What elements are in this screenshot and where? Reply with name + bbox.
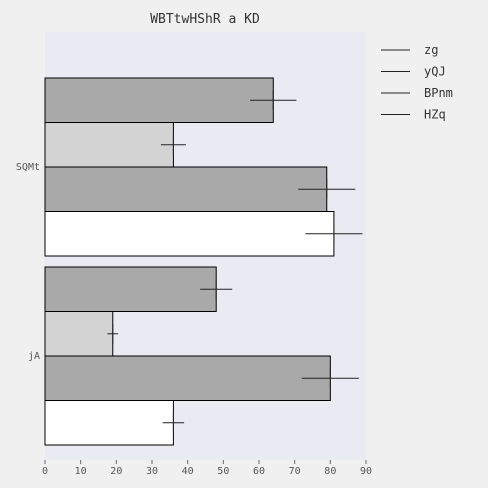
x-tick-label: 30 — [146, 466, 158, 477]
legend-label-HZq: HZq — [424, 108, 446, 122]
bar-HZq-SQMt — [44, 211, 335, 257]
legend: zg yQJ BPnm HZq — [381, 43, 453, 122]
x-tick-label: 70 — [289, 466, 301, 477]
y-axis: SQMt jA — [16, 162, 40, 362]
x-tick-label: 40 — [182, 466, 194, 477]
x-tick-label: 60 — [253, 466, 265, 477]
bar-yQJ-jA — [44, 311, 114, 357]
chart-title: WBTtwHShR a KD — [150, 12, 260, 27]
bar-yQJ-SQMt — [44, 122, 174, 168]
legend-label-zg: zg — [424, 43, 438, 57]
bar-BPnm-jA — [44, 355, 331, 401]
x-axis: 0 10 20 30 40 50 60 70 80 90 — [42, 460, 372, 477]
bar-HZq-jA — [44, 400, 174, 446]
x-tick-label: 80 — [324, 466, 336, 477]
bar-zg-jA — [44, 266, 217, 312]
category-label: jA — [28, 351, 40, 362]
x-tick-label: 50 — [217, 466, 229, 477]
bar-zg-SQMt — [44, 77, 274, 123]
bars-layer — [44, 77, 363, 446]
bar-BPnm-SQMt — [44, 166, 328, 212]
legend-label-BPnm: BPnm — [424, 86, 453, 100]
x-tick-label: 20 — [110, 466, 122, 477]
x-tick-label: 0 — [42, 466, 48, 477]
legend-label-yQJ: yQJ — [424, 65, 446, 79]
x-tick-label: 10 — [75, 466, 87, 477]
x-tick-label: 90 — [360, 466, 372, 477]
category-label: SQMt — [16, 162, 40, 173]
